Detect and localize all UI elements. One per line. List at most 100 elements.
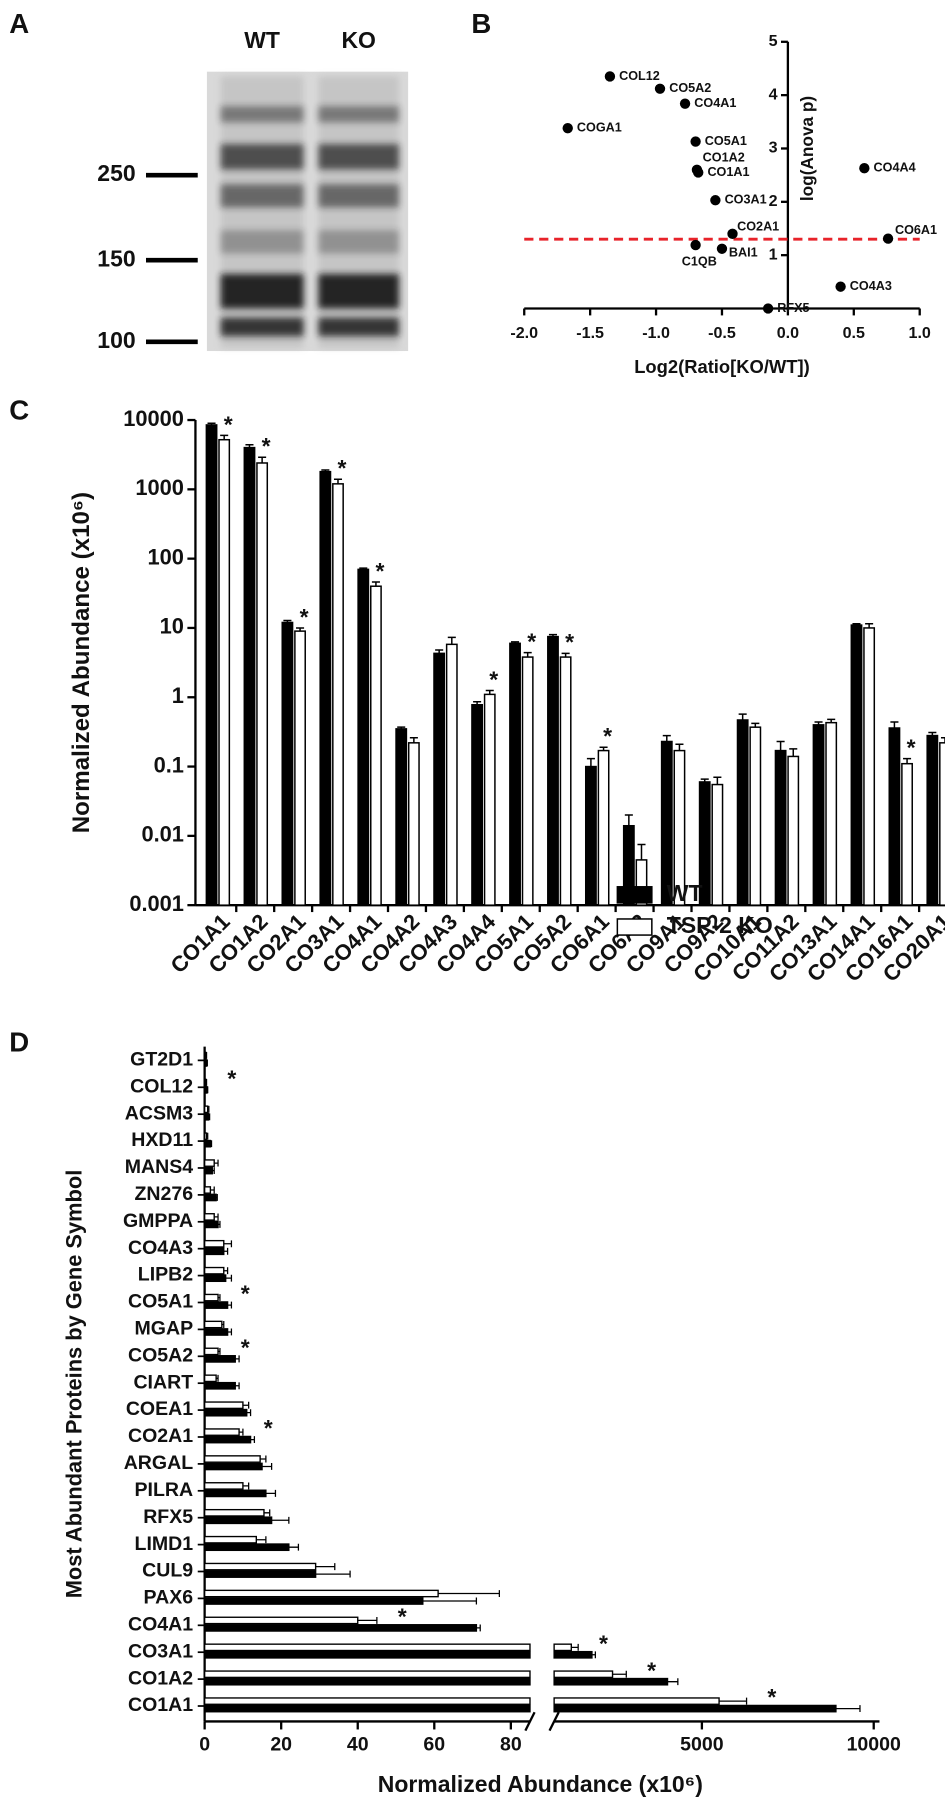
bar [370,585,382,906]
y-tick-label: CUL9 [142,1560,193,1582]
bar [203,1543,290,1552]
bar [521,656,534,906]
x-tick-label: -2.0 [510,324,538,342]
bar [553,1697,720,1705]
error-bar [206,1086,209,1094]
bar [203,1059,208,1067]
significance-marker: * [338,455,347,481]
bar [584,765,597,906]
bar [553,1670,614,1679]
bar [294,630,306,906]
bar [203,1697,531,1705]
error-bar [220,434,229,440]
bar [749,726,762,906]
y-axis-label: log(Anova p) [797,96,817,201]
gel-band [220,317,304,337]
y-tick-label: COEA1 [126,1398,193,1420]
bar [243,446,256,906]
error-bar [928,731,937,736]
bar [203,1670,531,1679]
bar [203,1455,261,1463]
error-bar [890,721,899,729]
bar [509,642,521,906]
bar [407,742,420,906]
bar [357,568,370,906]
error-bar [210,1140,213,1148]
bar [553,1704,837,1713]
y-tick-label: LIMD1 [135,1533,194,1555]
error-bar [719,1697,748,1705]
significance-marker: * [262,433,271,459]
marker-label: 250 [97,160,135,186]
bar [203,1105,209,1114]
y-tick-label: 10 [160,614,184,639]
bar [559,656,572,906]
bar [319,470,332,906]
x-tick-label: 0.0 [777,324,799,342]
x-tick-label: -1.5 [576,324,604,342]
x-tick-label: 20 [270,1734,292,1756]
panel-label: C [9,394,29,425]
error-bar [223,1267,229,1275]
significance-marker: * [647,1657,656,1683]
bar [203,1643,531,1652]
error-bar [214,1159,219,1167]
bar [203,1589,439,1598]
y-tick-label: CO4A3 [128,1237,193,1259]
bar [203,1616,359,1625]
error-bar [357,1616,378,1624]
significance-marker: * [241,1281,250,1307]
error-bar [827,718,836,723]
axis-break [548,1711,560,1732]
bar [203,1078,207,1087]
bar [203,1320,223,1329]
point-label: CO5A1 [705,134,747,148]
bar [203,1347,219,1356]
axis-break [524,1711,536,1732]
error-bar [473,701,482,705]
bar [203,1220,219,1229]
bar [711,783,724,906]
gel-band [318,184,399,208]
panel-label: A [9,8,29,39]
significance-marker: * [398,1603,407,1629]
point [762,303,774,314]
error-bar [207,1105,210,1113]
bar [203,1274,227,1283]
error-bar [260,1455,267,1463]
bar [203,1355,236,1363]
x-axis-label: Log2(Ratio[KO/WT]) [634,356,810,377]
error-bar [700,778,709,782]
error-bar [225,1274,233,1282]
bar [926,734,939,906]
point-label: CO5A2 [669,81,711,95]
marker-label: 150 [97,245,135,271]
point-label: CO1A2 [703,151,745,165]
error-bar [409,737,418,743]
bar [203,1239,225,1248]
point [604,71,616,82]
bar [203,1166,213,1175]
error-bar [789,748,798,757]
bar [445,643,458,906]
error-bar [586,757,595,767]
bar [471,703,484,906]
error-bar [206,1132,209,1140]
error-bar [561,652,570,658]
error-bar [485,689,494,695]
error-bar [223,1240,233,1248]
point [562,123,573,134]
error-bar [245,443,254,448]
error-bar [511,641,520,644]
panel-label: B [471,8,491,39]
error-bar [315,1570,351,1578]
error-bar [227,1328,233,1336]
bar [888,727,901,906]
significance-marker: * [527,629,536,655]
x-tick-label: 40 [347,1734,369,1756]
error-bar [235,1355,240,1363]
gel-band [220,106,304,123]
error-bar [246,1409,252,1417]
bar [203,1112,210,1121]
